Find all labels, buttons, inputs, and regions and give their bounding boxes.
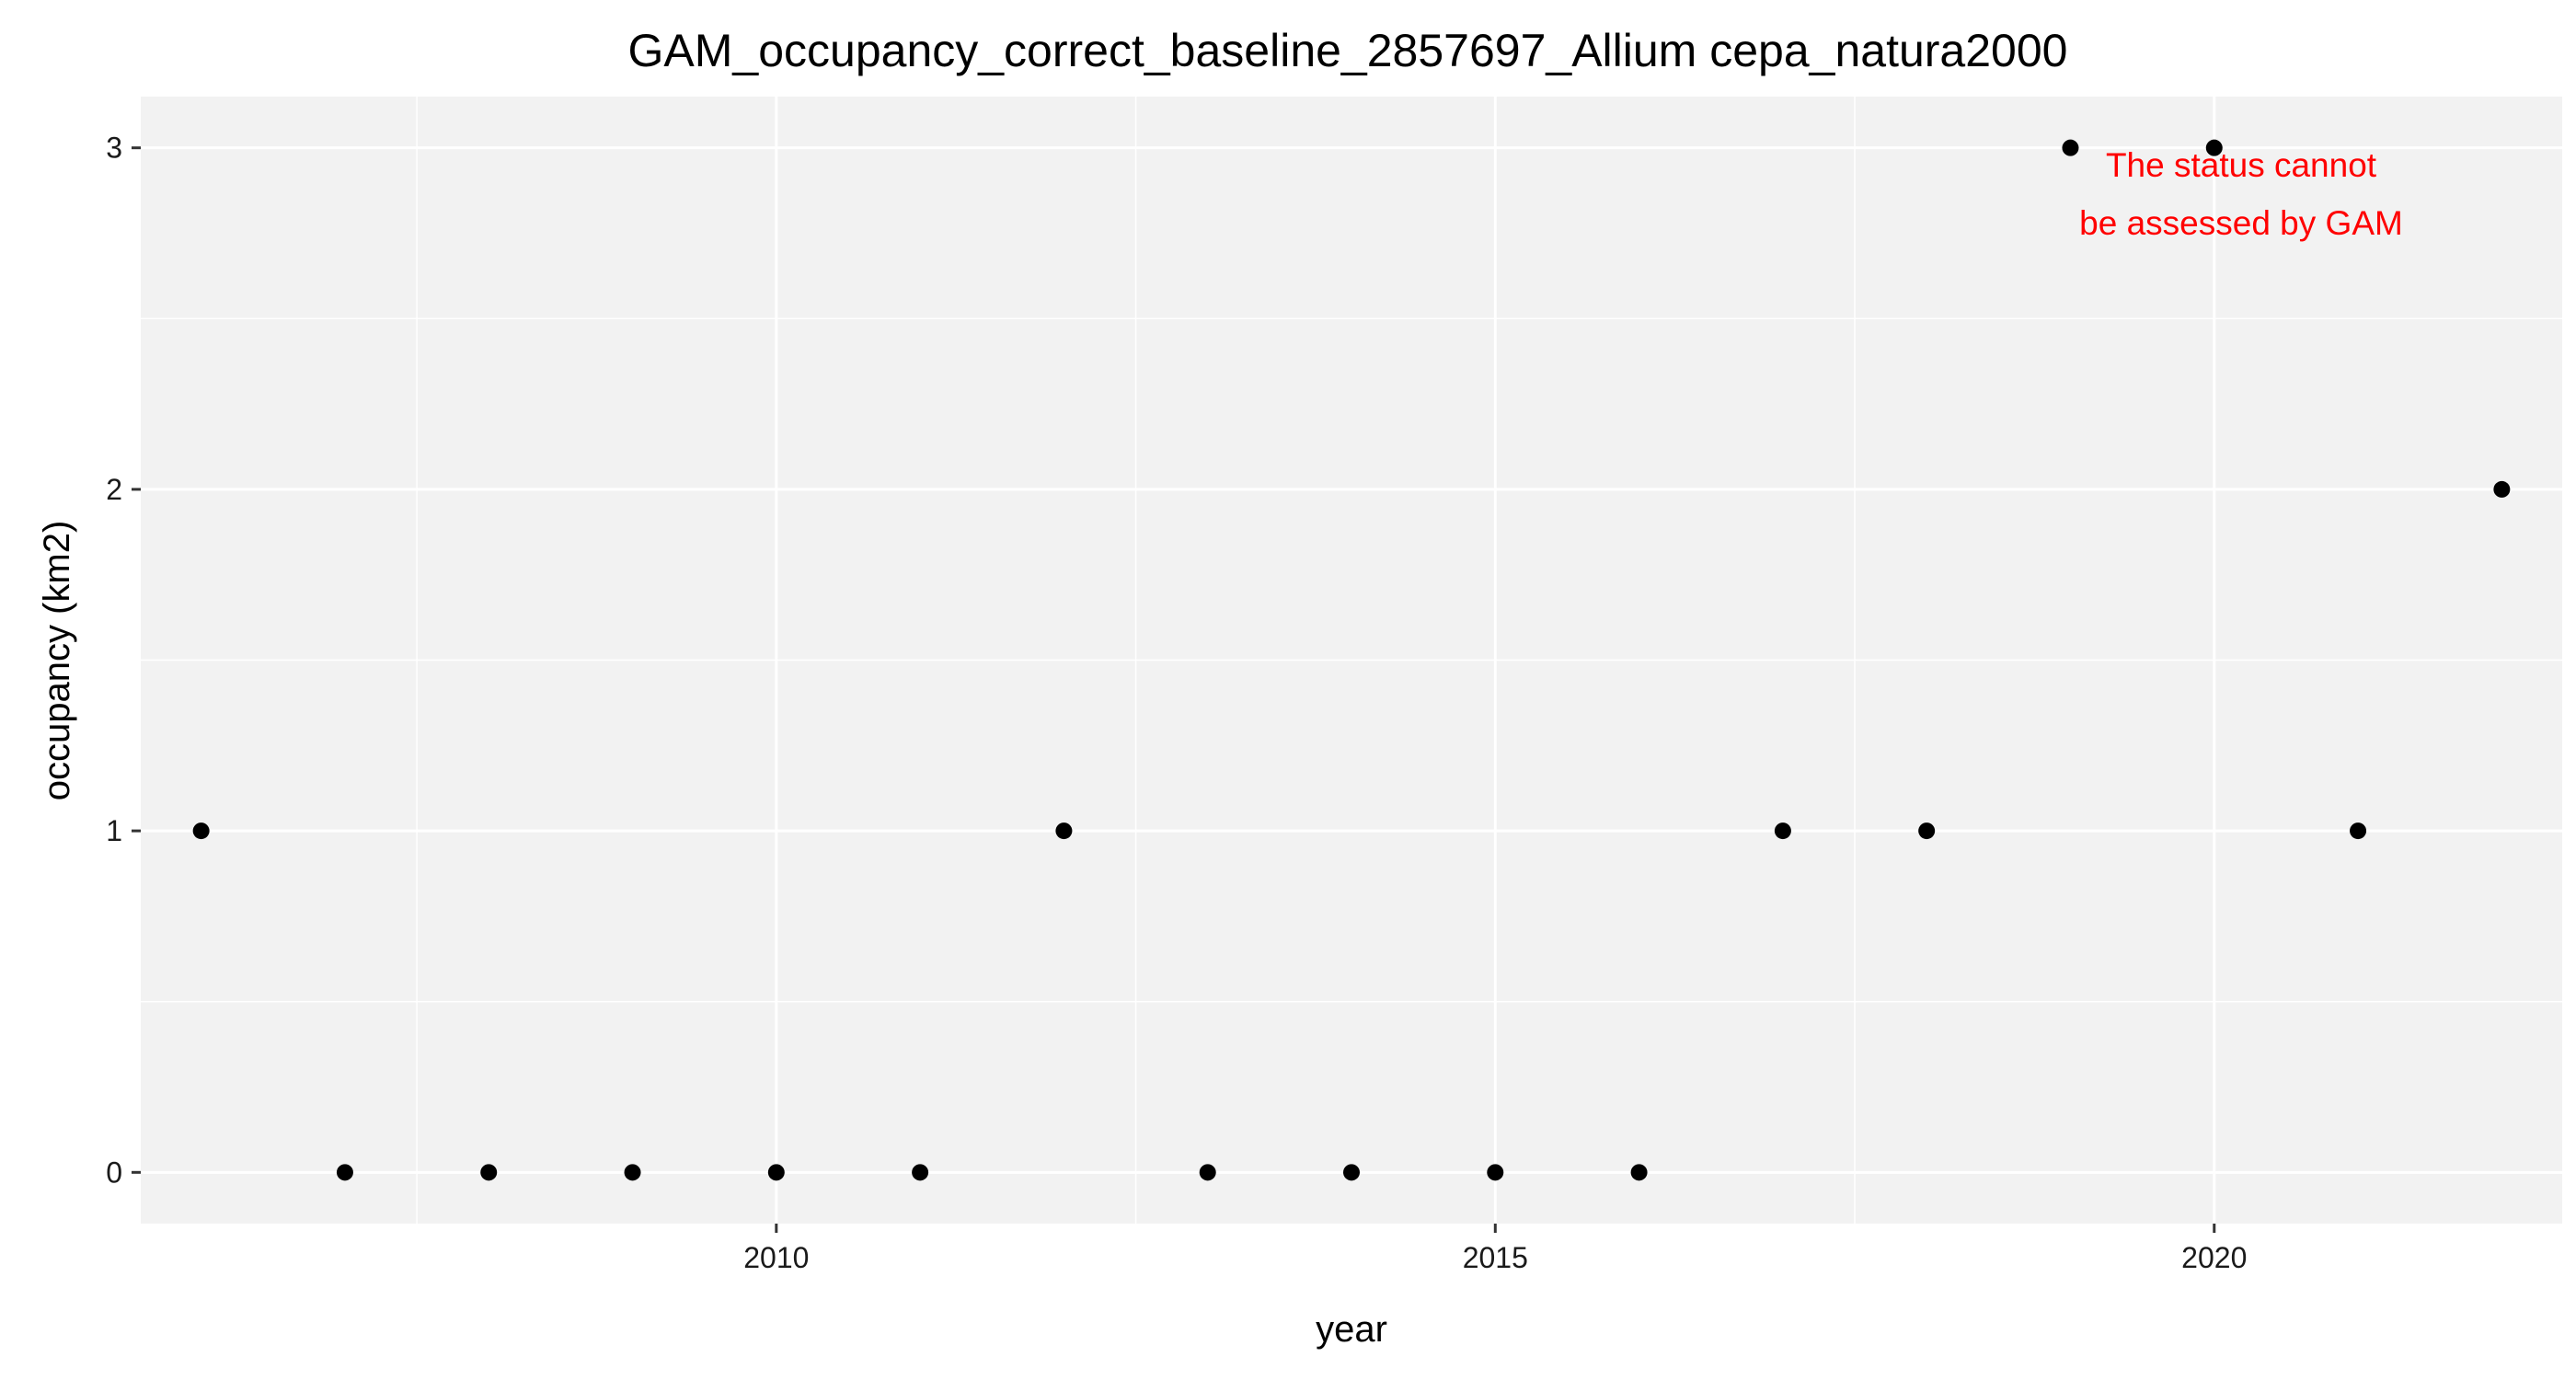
data-point bbox=[1055, 822, 1073, 840]
data-point bbox=[912, 1164, 929, 1181]
y-tick-label: 2 bbox=[106, 473, 122, 506]
data-point bbox=[1343, 1164, 1360, 1181]
minor-grid bbox=[141, 97, 2575, 1224]
y-axis-title: occupancy (km2) bbox=[37, 521, 77, 801]
data-point bbox=[2493, 480, 2511, 498]
data-point bbox=[480, 1164, 498, 1181]
annotation-line: be assessed by GAM bbox=[2079, 204, 2403, 242]
data-point bbox=[1630, 1164, 1648, 1181]
data-point bbox=[336, 1164, 353, 1181]
data-points bbox=[192, 139, 2511, 1181]
x-tick-label: 2020 bbox=[2181, 1241, 2247, 1274]
data-point bbox=[1918, 822, 1936, 840]
data-point bbox=[192, 822, 210, 840]
x-axis-title: year bbox=[1316, 1309, 1387, 1350]
y-tick-label: 1 bbox=[106, 814, 122, 847]
data-point bbox=[2062, 139, 2079, 156]
status-annotation: The status cannot be assessed by GAM bbox=[2079, 146, 2403, 242]
x-tick-label: 2015 bbox=[1463, 1241, 1528, 1274]
data-point bbox=[2205, 139, 2223, 156]
data-point bbox=[624, 1164, 641, 1181]
x-axis: 2010 2015 2020 bbox=[743, 1224, 2247, 1274]
annotation-line: The status cannot bbox=[2106, 146, 2377, 184]
data-point bbox=[1199, 1164, 1216, 1181]
data-point bbox=[767, 1164, 785, 1181]
data-point bbox=[1487, 1164, 1504, 1181]
data-point bbox=[2350, 822, 2367, 840]
x-tick-label: 2010 bbox=[743, 1241, 809, 1274]
data-point bbox=[1774, 822, 1791, 840]
y-axis: 0 1 2 3 bbox=[106, 132, 141, 1189]
y-tick-label: 3 bbox=[106, 132, 122, 165]
y-tick-label: 0 bbox=[106, 1156, 122, 1189]
chart-title: GAM_occupancy_correct_baseline_2857697_A… bbox=[628, 25, 2068, 76]
